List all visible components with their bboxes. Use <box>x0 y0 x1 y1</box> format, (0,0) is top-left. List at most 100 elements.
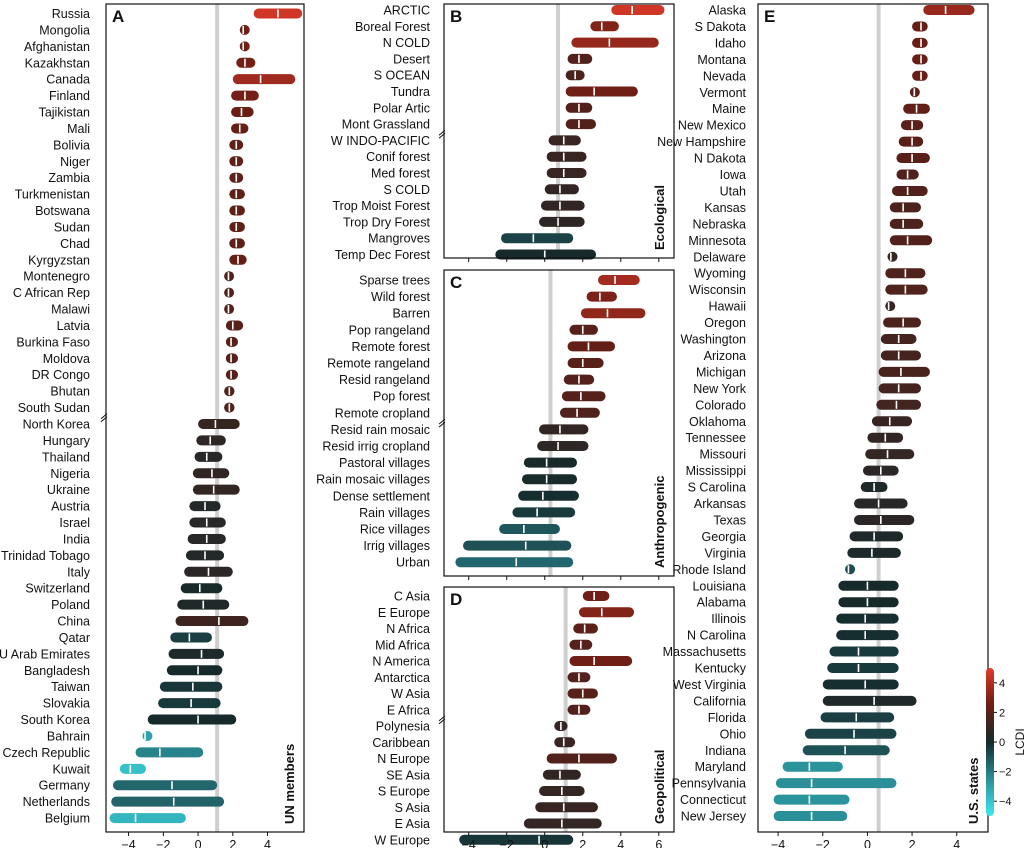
range-bar <box>887 251 898 262</box>
row-label: Nebraska <box>693 217 747 231</box>
range-bar <box>225 369 238 380</box>
range-bar <box>135 747 204 758</box>
bar-row-zambia: Zambia <box>48 171 244 185</box>
range-bar <box>109 813 186 824</box>
range-bar <box>546 151 587 162</box>
bar-row-arizona: Arizona <box>704 349 922 363</box>
row-label: Mali <box>67 122 90 136</box>
range-bar <box>880 350 922 361</box>
row-label: Polynesia <box>376 720 430 734</box>
row-label: Zambia <box>48 171 90 185</box>
panel-frame <box>757 3 989 833</box>
row-label: Pop rangeland <box>349 323 430 337</box>
row-label: N COLD <box>383 36 430 50</box>
bar-row-montenegro: Montenegro <box>23 270 235 284</box>
bar-row-idaho: Idaho <box>715 36 928 50</box>
bar-row-tennessee: Tennessee <box>686 431 904 445</box>
range-bar <box>112 780 218 791</box>
bar-row-antarctica: Antarctica <box>374 671 591 685</box>
row-label: South Korea <box>21 713 91 727</box>
panel-d: C Asia E Europe N Africa Mid Africa N Americ… <box>372 586 675 848</box>
row-label: Barren <box>392 307 430 321</box>
range-bar <box>459 834 574 845</box>
row-label: S OCEAN <box>374 69 430 83</box>
row-label: N Dakota <box>694 152 746 166</box>
row-label: E Europe <box>378 606 430 620</box>
row-label: New York <box>693 382 747 396</box>
row-label: Antarctica <box>374 671 430 685</box>
range-bar <box>896 153 930 164</box>
x-tick-label: −2 <box>156 838 170 848</box>
range-bar <box>175 616 249 627</box>
bar-row-ukraine: Ukraine <box>47 483 240 497</box>
bar-row-minnesota: Minnesota <box>688 234 933 248</box>
range-bar <box>569 656 633 666</box>
range-bar <box>889 202 922 213</box>
panel-b: ARCTIC Boreal Forest N COLD Desert S OCEAN Tu… <box>331 3 675 262</box>
bar-row-kazakhstan: Kazakhstan <box>25 56 256 70</box>
bar-row-kuwait: Kuwait <box>52 762 146 776</box>
row-label: India <box>63 532 90 546</box>
bar-row-mid-africa: Mid Africa <box>375 638 593 652</box>
row-label: Mid Africa <box>375 638 430 652</box>
row-label: Boreal Forest <box>355 20 431 34</box>
range-bar <box>546 753 617 764</box>
panel-side-label: Anthropogenic <box>652 476 667 568</box>
range-bar <box>539 216 585 227</box>
bar-row-finland: Finland <box>49 89 259 103</box>
bar-row-w-europe: W Europe <box>374 833 574 847</box>
bar-row-e-europe: E Europe <box>378 606 635 620</box>
bar-row-caribbean: Caribbean <box>372 736 576 750</box>
row-label: N Europe <box>377 752 430 766</box>
range-bar <box>912 54 928 65</box>
colorbar-title: LCDI <box>1013 728 1024 755</box>
range-bar <box>170 632 212 643</box>
row-label: SE Asia <box>386 768 430 782</box>
row-label: N Africa <box>386 622 430 636</box>
bar-row-s-carolina: S Carolina <box>688 481 888 495</box>
bar-row-remote-rangeland: Remote rangeland <box>327 357 604 371</box>
row-label: Burkina Faso <box>16 335 90 349</box>
x-tick-label: 0 <box>864 838 871 848</box>
range-bar <box>518 490 579 501</box>
bar-row-netherlands: Netherlands <box>23 795 225 809</box>
row-label: China <box>57 615 90 629</box>
range-bar <box>838 580 899 591</box>
bar-row-trop-dry-forest: Trop Dry Forest <box>343 215 585 229</box>
row-label: Austria <box>51 500 90 514</box>
panel-letter: A <box>112 7 124 26</box>
range-bar <box>923 5 975 15</box>
bar-row-e-asia: E Asia <box>395 817 602 831</box>
panel-letter: D <box>450 590 462 609</box>
row-label: Dense settlement <box>333 489 431 503</box>
bar-row-austria: Austria <box>51 500 221 514</box>
row-label: Caribbean <box>372 736 430 750</box>
range-bar <box>463 540 572 551</box>
bar-row-afghanistan: Afghanistan <box>24 40 250 54</box>
bar-row-irrig-villages: Irrig villages <box>363 539 572 553</box>
x-tick-label: 0 <box>541 838 548 848</box>
bar-row-kentucky: Kentucky <box>695 662 899 676</box>
row-label: C African Rep <box>13 286 90 300</box>
row-label: Wisconsin <box>689 283 746 297</box>
row-label: North Korea <box>23 418 90 432</box>
bar-row-malawi: Malawi <box>51 303 235 317</box>
row-label: Louisiana <box>692 579 746 593</box>
row-label: Nigeria <box>50 467 90 481</box>
range-bar <box>192 468 230 479</box>
row-label: ARCTIC <box>383 4 430 18</box>
row-label: Illinois <box>711 612 746 626</box>
row-label: Afghanistan <box>24 40 90 54</box>
colorbar-tick-label: 4 <box>999 678 1005 690</box>
row-label: South Sudan <box>18 401 90 415</box>
bar-row-polar-artic: Polar Artic <box>373 101 593 115</box>
panel-letter: B <box>450 7 462 26</box>
bar-row-bahrain: Bahrain <box>47 729 153 743</box>
bar-row-s-europe: S Europe <box>378 785 585 799</box>
range-bar <box>523 818 602 829</box>
bar-row-rhode-island: Rhode Island <box>672 563 856 577</box>
range-bar <box>878 383 922 394</box>
range-bar <box>773 794 850 805</box>
panel-frame <box>443 586 675 833</box>
